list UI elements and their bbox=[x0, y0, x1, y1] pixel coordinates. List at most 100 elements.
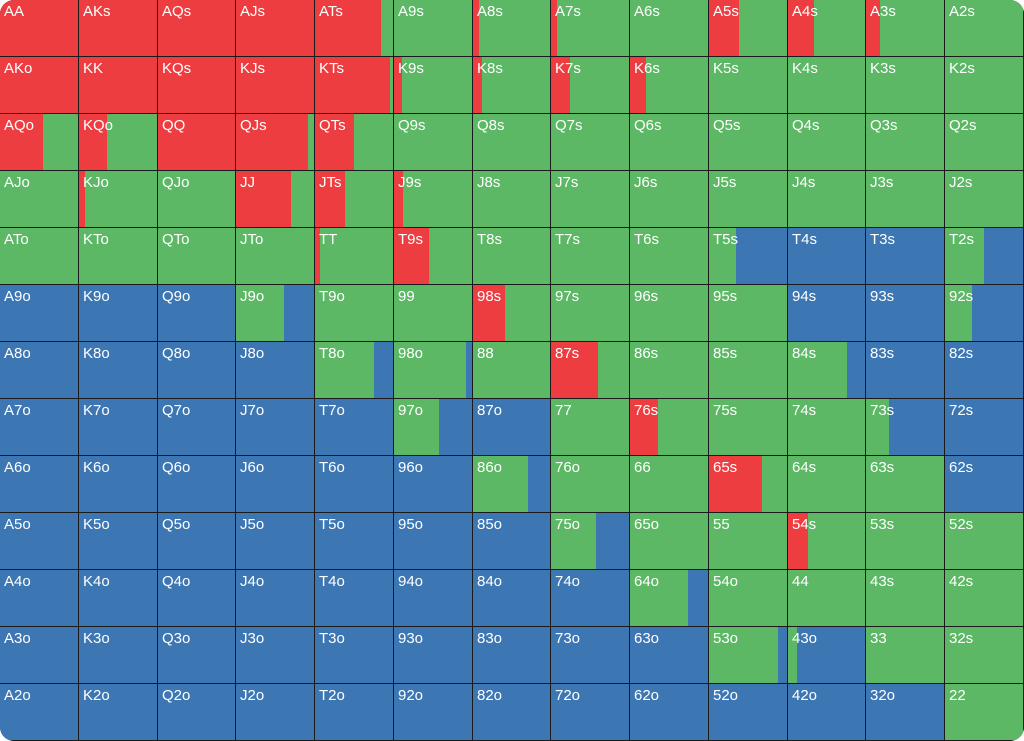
hand-cell[interactable]: K8s bbox=[473, 57, 551, 114]
hand-cell[interactable]: 95o bbox=[394, 513, 473, 570]
hand-cell[interactable]: T7o bbox=[315, 399, 394, 456]
hand-cell[interactable]: QQ bbox=[158, 114, 236, 171]
hand-cell[interactable]: J7s bbox=[551, 171, 630, 228]
hand-cell[interactable]: 86s bbox=[630, 342, 709, 399]
hand-cell[interactable]: 55 bbox=[709, 513, 788, 570]
hand-cell[interactable]: 42s bbox=[945, 570, 1024, 627]
hand-cell[interactable]: T3o bbox=[315, 627, 394, 684]
hand-cell[interactable]: A7s bbox=[551, 0, 630, 57]
hand-cell[interactable]: J8o bbox=[236, 342, 315, 399]
hand-cell[interactable]: 66 bbox=[630, 456, 709, 513]
hand-cell[interactable]: A6s bbox=[630, 0, 709, 57]
hand-cell[interactable]: 43o bbox=[788, 627, 866, 684]
hand-cell[interactable]: 73s bbox=[866, 399, 945, 456]
hand-cell[interactable]: 85s bbox=[709, 342, 788, 399]
hand-cell[interactable]: J3o bbox=[236, 627, 315, 684]
hand-cell[interactable]: AJo bbox=[0, 171, 79, 228]
hand-cell[interactable]: Q2o bbox=[158, 684, 236, 741]
hand-cell[interactable]: T4o bbox=[315, 570, 394, 627]
hand-cell[interactable]: 88 bbox=[473, 342, 551, 399]
hand-cell[interactable]: K8o bbox=[79, 342, 158, 399]
hand-cell[interactable]: 96s bbox=[630, 285, 709, 342]
hand-cell[interactable]: T7s bbox=[551, 228, 630, 285]
hand-cell[interactable]: J2s bbox=[945, 171, 1024, 228]
hand-cell[interactable]: J9o bbox=[236, 285, 315, 342]
hand-cell[interactable]: K5o bbox=[79, 513, 158, 570]
hand-cell[interactable]: J2o bbox=[236, 684, 315, 741]
hand-cell[interactable]: 94s bbox=[788, 285, 866, 342]
hand-cell[interactable]: A3o bbox=[0, 627, 79, 684]
hand-cell[interactable]: Q7s bbox=[551, 114, 630, 171]
hand-cell[interactable]: 92o bbox=[394, 684, 473, 741]
hand-cell[interactable]: J4o bbox=[236, 570, 315, 627]
hand-cell[interactable]: K4s bbox=[788, 57, 866, 114]
hand-cell[interactable]: J4s bbox=[788, 171, 866, 228]
hand-cell[interactable]: 87s bbox=[551, 342, 630, 399]
hand-cell[interactable]: T2o bbox=[315, 684, 394, 741]
hand-cell[interactable]: J7o bbox=[236, 399, 315, 456]
hand-cell[interactable]: AQo bbox=[0, 114, 79, 171]
hand-cell[interactable]: Q2s bbox=[945, 114, 1024, 171]
hand-cell[interactable]: JTo bbox=[236, 228, 315, 285]
hand-cell[interactable]: AKs bbox=[79, 0, 158, 57]
hand-cell[interactable]: 65s bbox=[709, 456, 788, 513]
hand-cell[interactable]: 77 bbox=[551, 399, 630, 456]
hand-cell[interactable]: 94o bbox=[394, 570, 473, 627]
hand-cell[interactable]: A4o bbox=[0, 570, 79, 627]
hand-cell[interactable]: 99 bbox=[394, 285, 473, 342]
hand-cell[interactable]: 98s bbox=[473, 285, 551, 342]
hand-cell[interactable]: T5s bbox=[709, 228, 788, 285]
hand-cell[interactable]: 44 bbox=[788, 570, 866, 627]
hand-cell[interactable]: A2s bbox=[945, 0, 1024, 57]
hand-cell[interactable]: A4s bbox=[788, 0, 866, 57]
hand-cell[interactable]: 84o bbox=[473, 570, 551, 627]
hand-cell[interactable]: KQs bbox=[158, 57, 236, 114]
hand-cell[interactable]: Q8s bbox=[473, 114, 551, 171]
hand-cell[interactable]: J6s bbox=[630, 171, 709, 228]
hand-cell[interactable]: A8o bbox=[0, 342, 79, 399]
hand-cell[interactable]: T8o bbox=[315, 342, 394, 399]
hand-cell[interactable]: 53o bbox=[709, 627, 788, 684]
hand-cell[interactable]: 53s bbox=[866, 513, 945, 570]
hand-cell[interactable]: K9o bbox=[79, 285, 158, 342]
hand-cell[interactable]: K3o bbox=[79, 627, 158, 684]
hand-cell[interactable]: T8s bbox=[473, 228, 551, 285]
hand-cell[interactable]: K2o bbox=[79, 684, 158, 741]
hand-cell[interactable]: J5s bbox=[709, 171, 788, 228]
hand-cell[interactable]: T3s bbox=[866, 228, 945, 285]
hand-cell[interactable]: 83o bbox=[473, 627, 551, 684]
hand-cell[interactable]: Q4o bbox=[158, 570, 236, 627]
hand-cell[interactable]: Q5s bbox=[709, 114, 788, 171]
hand-cell[interactable]: 93s bbox=[866, 285, 945, 342]
hand-cell[interactable]: 75s bbox=[709, 399, 788, 456]
hand-cell[interactable]: QJs bbox=[236, 114, 315, 171]
hand-cell[interactable]: 92s bbox=[945, 285, 1024, 342]
hand-cell[interactable]: K7o bbox=[79, 399, 158, 456]
hand-cell[interactable]: K6s bbox=[630, 57, 709, 114]
hand-cell[interactable]: KJo bbox=[79, 171, 158, 228]
hand-cell[interactable]: J6o bbox=[236, 456, 315, 513]
hand-cell[interactable]: TT bbox=[315, 228, 394, 285]
hand-cell[interactable]: 96o bbox=[394, 456, 473, 513]
hand-cell[interactable]: A6o bbox=[0, 456, 79, 513]
hand-cell[interactable]: 52s bbox=[945, 513, 1024, 570]
hand-cell[interactable]: JTs bbox=[315, 171, 394, 228]
hand-cell[interactable]: Q6o bbox=[158, 456, 236, 513]
hand-cell[interactable]: KJs bbox=[236, 57, 315, 114]
hand-cell[interactable]: 93o bbox=[394, 627, 473, 684]
hand-cell[interactable]: K2s bbox=[945, 57, 1024, 114]
hand-cell[interactable]: 82o bbox=[473, 684, 551, 741]
hand-cell[interactable]: Q9o bbox=[158, 285, 236, 342]
hand-cell[interactable]: 72s bbox=[945, 399, 1024, 456]
hand-cell[interactable]: 64s bbox=[788, 456, 866, 513]
hand-cell[interactable]: K6o bbox=[79, 456, 158, 513]
hand-cell[interactable]: K3s bbox=[866, 57, 945, 114]
hand-cell[interactable]: AJs bbox=[236, 0, 315, 57]
hand-cell[interactable]: A8s bbox=[473, 0, 551, 57]
hand-cell[interactable]: 75o bbox=[551, 513, 630, 570]
hand-cell[interactable]: Q5o bbox=[158, 513, 236, 570]
hand-cell[interactable]: 87o bbox=[473, 399, 551, 456]
hand-cell[interactable]: KTs bbox=[315, 57, 394, 114]
hand-cell[interactable]: Q4s bbox=[788, 114, 866, 171]
hand-cell[interactable]: A2o bbox=[0, 684, 79, 741]
